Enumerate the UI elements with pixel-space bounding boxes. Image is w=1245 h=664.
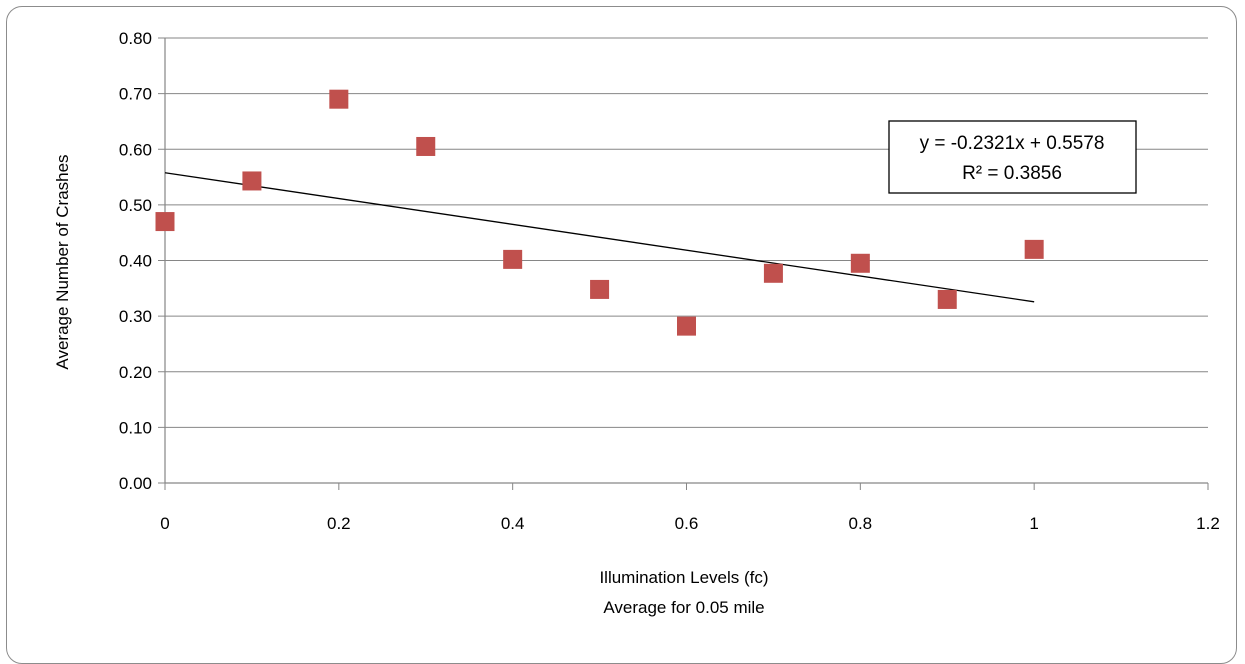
trendline-equation: y = -0.2321x + 0.5578 <box>920 133 1105 154</box>
y-tick-labels: 0.00 0.10 0.20 0.30 0.40 0.50 0.60 0.70 0.80 <box>119 29 152 493</box>
x-axis-subtitle: Average for 0.05 mile <box>603 598 764 617</box>
data-point <box>503 249 523 269</box>
y-axis-title: Average Number of Crashes <box>53 154 72 369</box>
axes <box>164 38 1208 484</box>
x-tick-labels: 0 0.2 0.4 0.6 0.8 1 1.2 <box>160 514 1220 533</box>
trendline <box>164 172 1035 303</box>
data-points <box>155 89 1044 336</box>
y-tick-label: 0.10 <box>119 418 152 437</box>
x-tick-label: 0.4 <box>501 514 525 533</box>
x-axis-title: Illumination Levels (fc) <box>599 568 768 587</box>
data-point <box>416 136 436 156</box>
x-tick-label: 0.2 <box>327 514 351 533</box>
x-tick-label: 1 <box>1029 514 1038 533</box>
x-tick-label: 0.8 <box>849 514 873 533</box>
data-point <box>1024 239 1044 259</box>
data-point <box>850 253 870 273</box>
r-squared-label: R² = 0.3856 <box>962 163 1062 184</box>
y-tick-label: 0.00 <box>119 474 152 493</box>
gridlines <box>158 37 1209 490</box>
equation-box-border <box>888 120 1137 194</box>
y-tick-label: 0.30 <box>119 307 152 326</box>
data-point <box>763 263 783 283</box>
data-point <box>329 89 349 109</box>
data-point <box>677 316 696 336</box>
x-tick-label: 0.6 <box>675 514 699 533</box>
x-tick-label: 1.2 <box>1196 514 1220 533</box>
y-tick-label: 0.40 <box>119 252 152 271</box>
y-tick-label: 0.50 <box>119 196 152 215</box>
x-tick-label: 0 <box>160 514 169 533</box>
data-point <box>242 171 262 191</box>
data-point <box>937 289 957 309</box>
y-tick-label: 0.60 <box>119 140 152 159</box>
y-tick-label: 0.70 <box>119 85 152 104</box>
y-tick-label: 0.80 <box>119 29 152 48</box>
equation-box: y = -0.2321x + 0.5578 R² = 0.3856 <box>888 120 1137 194</box>
trendline-layer <box>164 172 1035 303</box>
chart-frame <box>6 6 1237 664</box>
data-point <box>155 212 175 232</box>
data-point <box>590 279 610 299</box>
y-tick-label: 0.20 <box>119 363 152 382</box>
